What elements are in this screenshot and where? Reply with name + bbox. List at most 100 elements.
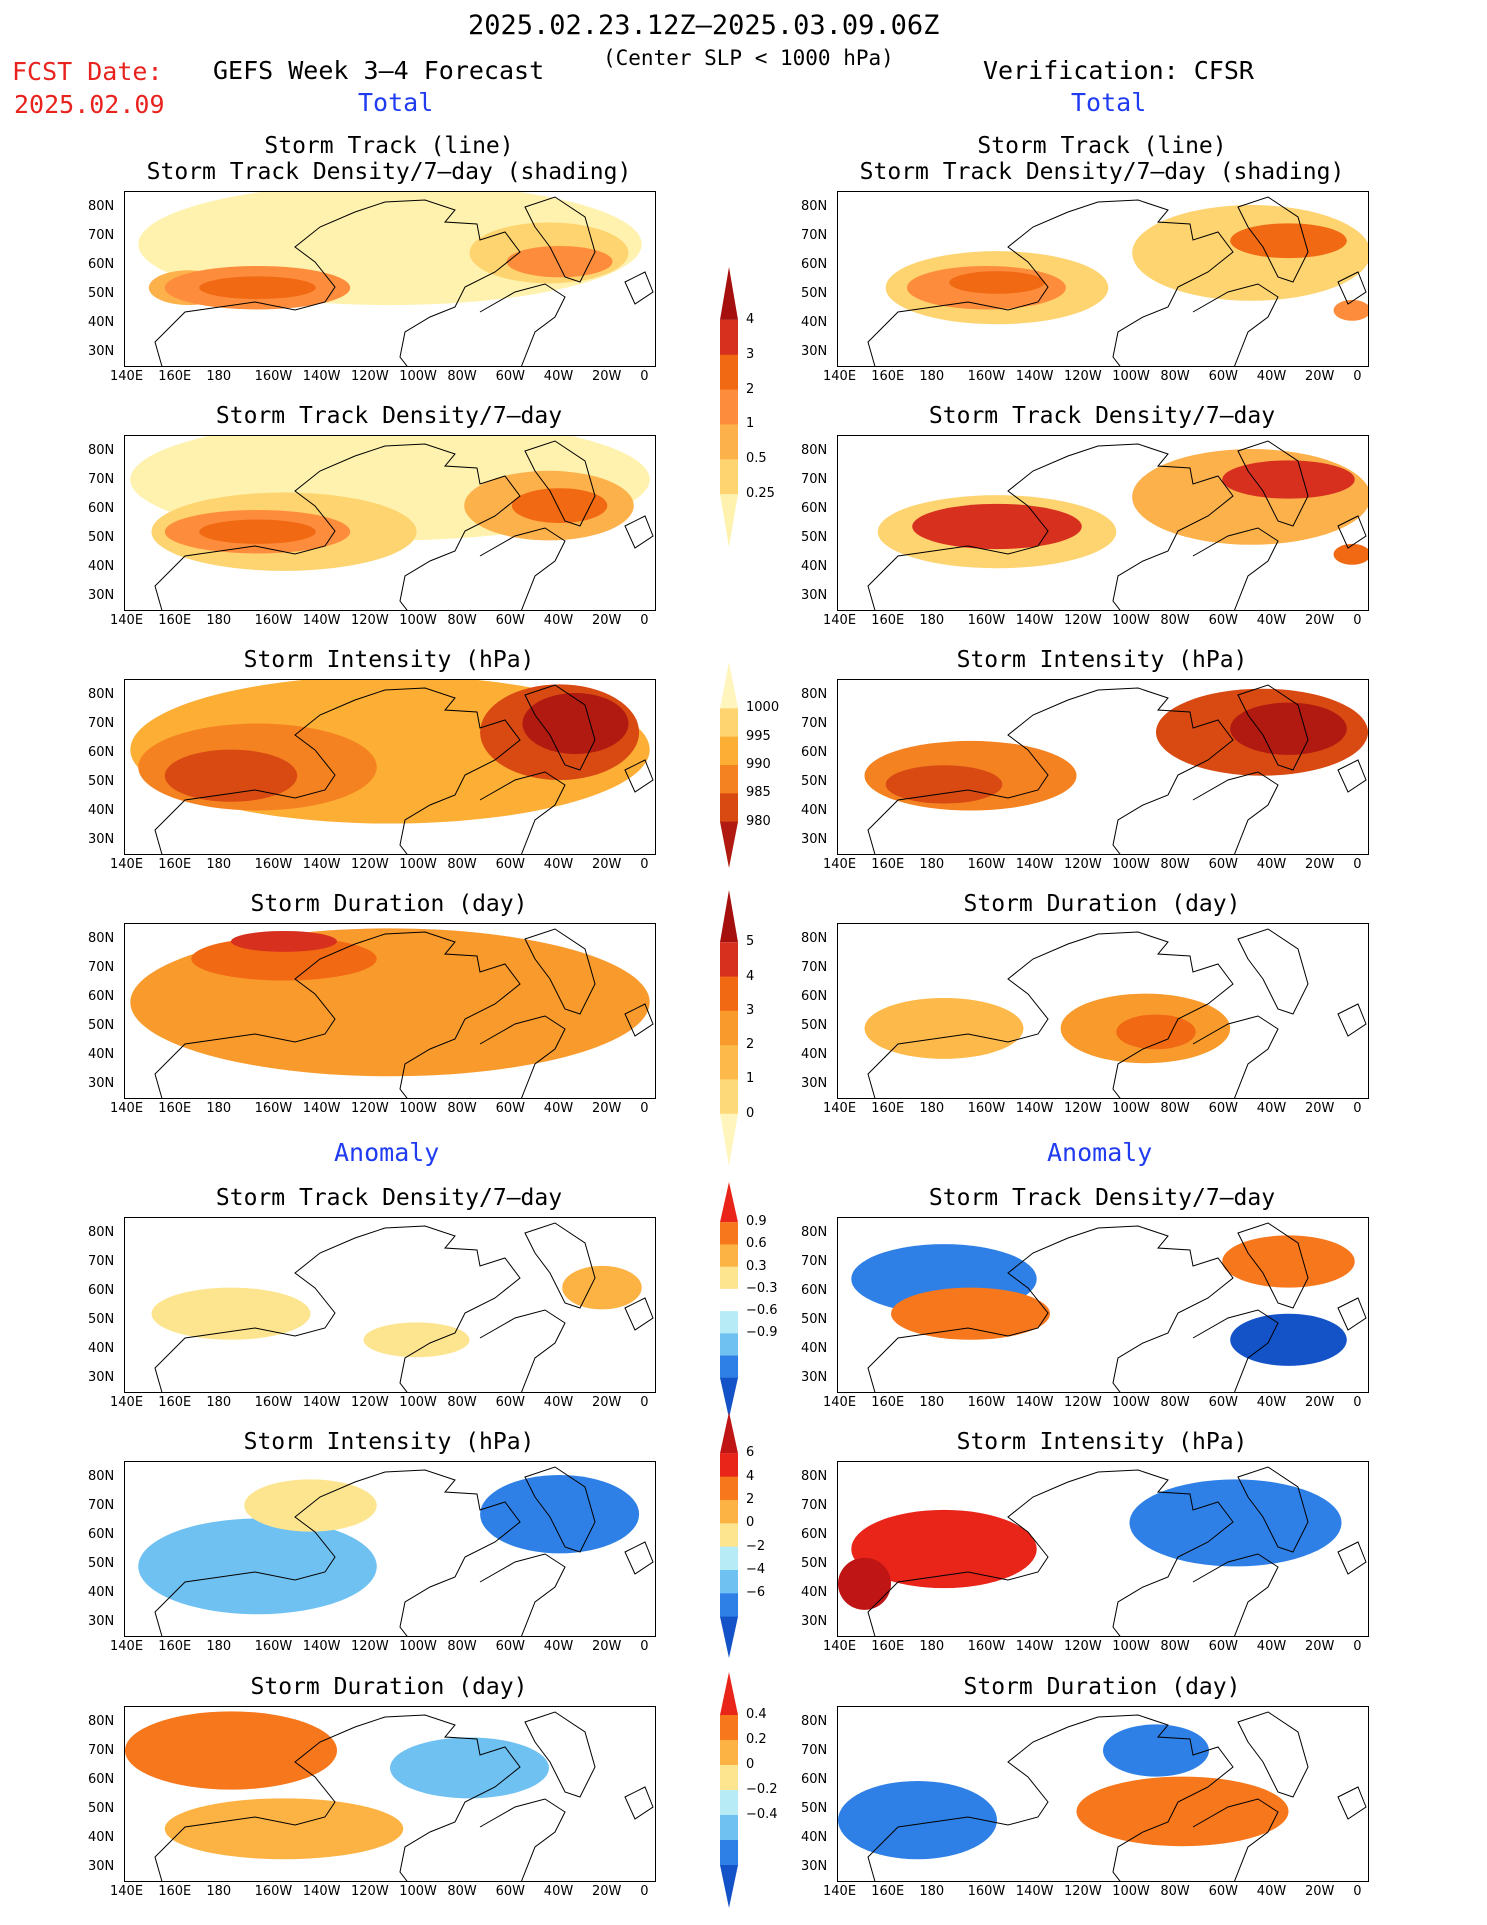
shaded-region (1230, 223, 1347, 259)
lon-tick-label: 120W (1064, 1101, 1102, 1116)
lat-tick-label: 50N (88, 1801, 115, 1816)
lon-tick-label: 40W (1256, 1884, 1287, 1899)
colorbar-svg (720, 1182, 738, 1418)
map-panel (837, 679, 1369, 855)
colorbar (716, 660, 742, 870)
map-panel (837, 1461, 1369, 1637)
lon-tick-label: 40W (1256, 1639, 1287, 1654)
lon-tick-label: 20W (592, 613, 622, 628)
lon-tick-label: 140E (823, 1884, 857, 1899)
colorbar-swatch (720, 1377, 738, 1418)
lon-tick-label: 120W (351, 613, 389, 628)
map-panel (837, 1217, 1369, 1393)
colorbar-swatch (720, 1740, 738, 1766)
lat-tick-label: 40N (801, 315, 828, 330)
colorbar-label: 1 (746, 1071, 755, 1087)
lon-tick-label: 160E (158, 1395, 192, 1410)
lon-tick-label: 160E (158, 1101, 192, 1116)
lat-tick-label: 80N (801, 687, 828, 702)
colorbar-swatch (720, 1045, 738, 1080)
shaded-region (1222, 1235, 1355, 1288)
panel-title: Storm Track Density/7–day (928, 403, 1276, 429)
shaded-region (511, 488, 608, 523)
lat-tick-label: 80N (801, 931, 828, 946)
lon-tick-label: 140E (110, 369, 144, 384)
lat-tick-label: 50N (88, 1312, 115, 1327)
lon-tick-label: 40W (543, 613, 574, 628)
map-plot (130, 928, 654, 1098)
lon-tick-label: 140E (110, 1101, 144, 1116)
right-section-total: Total (1071, 88, 1147, 117)
lon-tick-label: 20W (1305, 1101, 1335, 1116)
lon-tick-label: 160E (158, 857, 192, 872)
lon-tick-label: 80W (1160, 1884, 1190, 1899)
map-plot (851, 1222, 1367, 1392)
lon-tick-label: 160W (967, 613, 1006, 628)
colorbar-label: 2 (746, 381, 755, 397)
lat-tick-label: 40N (88, 559, 115, 574)
lon-tick-label: 140W (302, 1639, 341, 1654)
lat-tick-label: 70N (88, 960, 115, 975)
lon-tick-label: 140W (1015, 613, 1054, 628)
colorbar-swatch (720, 890, 738, 943)
lon-tick-label: 140W (1015, 1884, 1054, 1899)
lat-tick-label: 30N (88, 1614, 115, 1629)
colorbar-swatch (720, 942, 738, 978)
lat-tick-label: 80N (801, 1469, 828, 1484)
lat-tick-label: 50N (88, 1018, 115, 1033)
lat-tick-label: 40N (801, 1341, 828, 1356)
coastline (867, 1466, 1367, 1636)
colorbar-label: −6 (746, 1585, 766, 1601)
colorbar-label: −2 (746, 1538, 766, 1554)
lat-tick-label: 80N (801, 1714, 828, 1729)
colorbar-svg (720, 267, 738, 547)
lat-tick-label: 50N (88, 530, 115, 545)
lon-tick-label: 60W (1208, 369, 1238, 384)
colorbar-label: 0 (746, 1105, 755, 1121)
lon-tick-label: 20W (1305, 369, 1335, 384)
panel-title: Storm Track (line) (264, 133, 514, 159)
panel-title: Storm Track Density/7–day (shading) (146, 159, 632, 185)
lon-tick-label: 160W (967, 1639, 1006, 1654)
lon-tick-label: 20W (1305, 857, 1335, 872)
colorbar-swatch (720, 1840, 738, 1866)
colorbar-swatch (720, 1815, 738, 1841)
lat-tick-label: 50N (88, 1556, 115, 1571)
lon-tick-label: 180 (206, 1395, 232, 1410)
colorbar-swatch (720, 1546, 738, 1571)
lat-tick-label: 40N (801, 1830, 828, 1845)
coastline (867, 684, 1367, 854)
panel-title: Storm Track Density/7–day (215, 1185, 563, 1211)
lat-tick-label: 40N (88, 1585, 115, 1600)
lon-tick-label: 100W (1112, 1639, 1150, 1654)
lon-tick-label: 80W (447, 1884, 477, 1899)
lon-tick-label: 140W (302, 369, 341, 384)
lon-tick-label: 0 (640, 857, 649, 872)
lat-tick-label: 50N (801, 1312, 828, 1327)
lat-tick-label: 60N (88, 1772, 115, 1787)
colorbar-swatch (720, 1715, 738, 1741)
lat-tick-label: 50N (801, 774, 828, 789)
colorbar-svg (720, 890, 738, 1166)
colorbar-label: 0.4 (746, 1707, 767, 1722)
left-title: GEFS Week 3–4 Forecast (213, 56, 545, 85)
panel-title: Storm Intensity (hPa) (243, 1429, 535, 1455)
lat-tick-label: 80N (88, 687, 115, 702)
shaded-region (363, 1322, 470, 1358)
coastline (154, 196, 654, 366)
map-panel (124, 923, 656, 1099)
colorbar-label: 0 (746, 1515, 755, 1531)
colorbar-label: 0 (746, 1757, 755, 1772)
map-plot (130, 436, 654, 610)
colorbar-swatch (720, 821, 738, 868)
lat-tick-label: 60N (88, 1527, 115, 1542)
lon-tick-label: 60W (1208, 1884, 1238, 1899)
shaded-region (1333, 299, 1368, 321)
lon-tick-label: 100W (399, 857, 437, 872)
lon-tick-label: 160W (254, 857, 293, 872)
lon-tick-label: 140E (110, 1884, 144, 1899)
lat-tick-label: 60N (801, 257, 828, 272)
lat-tick-label: 50N (88, 774, 115, 789)
lat-tick-label: 40N (801, 1047, 828, 1062)
lon-tick-label: 20W (1305, 613, 1335, 628)
